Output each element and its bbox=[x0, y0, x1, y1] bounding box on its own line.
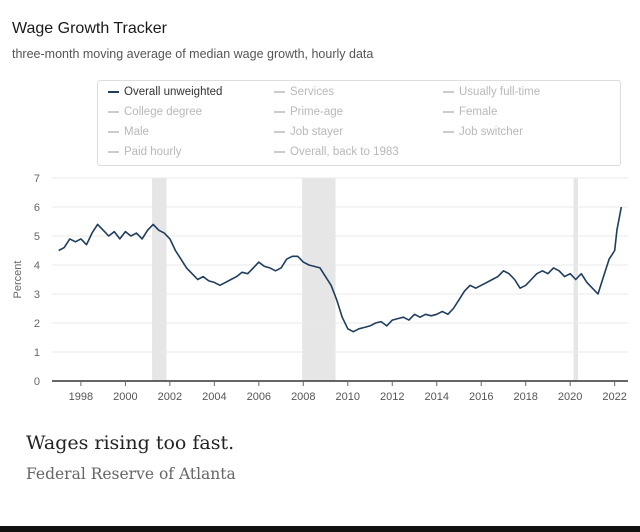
x-tick-label: 2016 bbox=[469, 391, 493, 403]
legend-swatch bbox=[443, 90, 454, 93]
legend-swatch bbox=[274, 110, 285, 113]
legend-swatch bbox=[443, 110, 454, 113]
y-tick-label: 5 bbox=[34, 231, 40, 243]
legend-item-overall-unweighted[interactable]: Overall unweighted bbox=[108, 86, 222, 98]
legend-swatch bbox=[108, 130, 119, 133]
x-tick-label: 2002 bbox=[158, 391, 182, 403]
legend: Overall unweighted Services Usually full… bbox=[97, 80, 621, 166]
legend-item-job-switcher[interactable]: Job switcher bbox=[443, 126, 523, 138]
x-tick-label: 2010 bbox=[336, 391, 360, 403]
legend-swatch bbox=[274, 90, 285, 93]
bottom-divider bbox=[0, 526, 640, 532]
legend-swatch bbox=[274, 130, 285, 133]
x-tick-label: 2022 bbox=[602, 391, 626, 403]
x-tick-label: 2020 bbox=[558, 391, 582, 403]
legend-swatch bbox=[108, 150, 119, 153]
y-tick-label: 7 bbox=[34, 173, 40, 185]
x-tick-label: 2006 bbox=[247, 391, 271, 403]
legend-item-usually-full-time[interactable]: Usually full-time bbox=[443, 86, 540, 98]
y-axis-label: Percent bbox=[12, 261, 24, 299]
legend-item-paid-hourly[interactable]: Paid hourly bbox=[108, 146, 182, 158]
legend-item-male[interactable]: Male bbox=[108, 126, 149, 138]
y-tick-label: 4 bbox=[34, 260, 40, 272]
legend-swatch bbox=[274, 150, 285, 153]
x-tick-label: 2004 bbox=[202, 391, 226, 403]
chart-subtitle: three-month moving average of median wag… bbox=[12, 47, 374, 61]
y-tick-label: 1 bbox=[34, 347, 40, 359]
legend-item-college-degree[interactable]: College degree bbox=[108, 106, 202, 118]
x-tick-label: 2008 bbox=[291, 391, 315, 403]
recession-band bbox=[302, 178, 336, 381]
series-line-overall-unweighted bbox=[58, 206, 623, 333]
legend-item-job-stayer[interactable]: Job stayer bbox=[274, 126, 343, 138]
x-tick-label: 2014 bbox=[424, 391, 448, 403]
x-tick-label: 1998 bbox=[69, 391, 93, 403]
x-tick-label: 2012 bbox=[380, 391, 404, 403]
legend-item-services[interactable]: Services bbox=[274, 86, 334, 98]
y-tick-label: 2 bbox=[34, 318, 40, 330]
y-tick-label: 0 bbox=[34, 376, 40, 388]
legend-swatch bbox=[443, 130, 454, 133]
x-tick-label: 2018 bbox=[513, 391, 537, 403]
caption: Wages rising too fast. bbox=[26, 432, 235, 454]
y-tick-label: 3 bbox=[34, 289, 40, 301]
source-credit: Federal Reserve of Atlanta bbox=[26, 465, 236, 483]
legend-item-female[interactable]: Female bbox=[443, 106, 497, 118]
legend-item-prime-age[interactable]: Prime-age bbox=[274, 106, 343, 118]
legend-item-overall-back-to-1983[interactable]: Overall, back to 1983 bbox=[274, 146, 399, 158]
x-tick-label: 2000 bbox=[113, 391, 137, 403]
chart-title: Wage Growth Tracker bbox=[12, 20, 168, 37]
legend-swatch bbox=[108, 90, 119, 93]
y-tick-label: 6 bbox=[34, 202, 40, 214]
legend-swatch bbox=[108, 110, 119, 113]
line-chart: 0 1 2 3 4 5 6 7 1998 2000 2002 2004 2006 2008 2010 2012… bbox=[12, 173, 628, 403]
recession-band bbox=[152, 178, 167, 381]
